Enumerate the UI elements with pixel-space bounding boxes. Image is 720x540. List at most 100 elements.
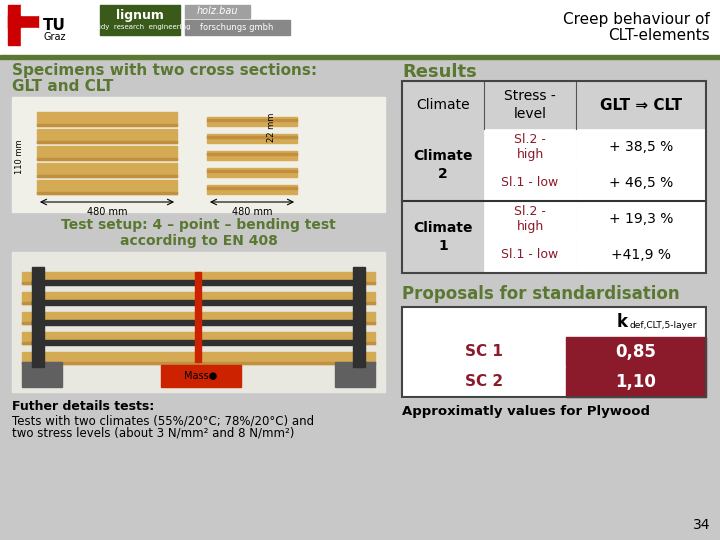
Bar <box>207 151 297 160</box>
Text: forschungs gmbh: forschungs gmbh <box>200 24 274 32</box>
Bar <box>37 112 177 126</box>
Bar <box>335 362 375 387</box>
Bar <box>207 168 297 177</box>
Text: Specimens with two cross sections:: Specimens with two cross sections: <box>12 63 317 78</box>
Bar <box>402 307 566 337</box>
Text: + 38,5 %: + 38,5 % <box>609 140 673 154</box>
Text: Sl.2 -
high: Sl.2 - high <box>514 205 546 233</box>
Text: Creep behaviour of: Creep behaviour of <box>563 12 710 27</box>
Text: Stress -
level: Stress - level <box>504 89 556 120</box>
Bar <box>32 267 44 367</box>
Bar <box>402 367 566 397</box>
Bar <box>37 146 177 160</box>
Bar <box>22 352 375 364</box>
Text: SC 1: SC 1 <box>465 345 503 360</box>
Bar <box>22 292 375 304</box>
Bar <box>402 201 484 237</box>
Bar <box>576 129 706 165</box>
Text: Approximatly values for Plywood: Approximatly values for Plywood <box>402 405 650 418</box>
Text: Climate
1: Climate 1 <box>413 221 473 253</box>
Text: study  research  engineering: study research engineering <box>90 24 190 30</box>
Text: Tests with two climates (55%/20°C; 78%/20°C) and: Tests with two climates (55%/20°C; 78%/2… <box>12 414 314 427</box>
Text: 480 mm: 480 mm <box>86 207 127 217</box>
Bar <box>37 180 177 194</box>
Text: Futher details tests:: Futher details tests: <box>12 400 154 413</box>
Bar <box>207 185 297 194</box>
Text: lignum: lignum <box>116 9 164 22</box>
Bar <box>207 117 297 126</box>
Bar <box>37 175 177 177</box>
Bar <box>37 129 177 143</box>
Text: two stress levels (about 3 N/mm² and 8 N/mm²): two stress levels (about 3 N/mm² and 8 N… <box>12 426 294 439</box>
Bar <box>37 158 177 160</box>
Bar <box>353 267 365 367</box>
Bar <box>22 282 375 284</box>
Bar <box>8 5 21 45</box>
Bar <box>576 201 706 237</box>
Bar <box>402 337 566 367</box>
Bar <box>22 302 375 304</box>
Text: k: k <box>617 313 628 331</box>
Bar <box>32 320 353 325</box>
Bar <box>22 322 375 324</box>
Text: 480 mm: 480 mm <box>232 207 272 217</box>
Bar <box>32 340 353 345</box>
Bar <box>195 272 201 362</box>
Text: Test setup: 4 – point – bending test: Test setup: 4 – point – bending test <box>61 218 336 232</box>
Text: TU: TU <box>43 17 66 32</box>
Bar <box>402 129 484 165</box>
Bar <box>207 119 297 121</box>
Bar <box>566 367 706 397</box>
Text: SC 2: SC 2 <box>465 375 503 389</box>
Bar <box>22 342 375 344</box>
Text: 0,85: 0,85 <box>616 343 657 361</box>
Bar <box>576 237 706 273</box>
Bar <box>402 307 706 397</box>
Bar <box>22 312 375 324</box>
Bar <box>21 28 38 50</box>
Text: 1,10: 1,10 <box>616 373 657 391</box>
Text: CLT-elements: CLT-elements <box>608 28 710 43</box>
Bar <box>37 163 177 177</box>
Text: Results: Results <box>402 63 477 81</box>
Bar <box>12 97 385 212</box>
Bar <box>566 307 706 337</box>
Text: holz.bau: holz.bau <box>197 6 238 16</box>
Text: Sl.1 - low: Sl.1 - low <box>501 248 559 261</box>
Bar <box>22 272 375 284</box>
Text: 110 mm: 110 mm <box>16 140 24 174</box>
Bar <box>207 134 297 143</box>
Bar <box>37 192 177 194</box>
Text: GLT ⇒ CLT: GLT ⇒ CLT <box>600 98 682 112</box>
Text: according to EN 408: according to EN 408 <box>120 234 277 248</box>
Text: Mass●: Mass● <box>184 371 217 381</box>
Bar <box>566 337 706 367</box>
Bar <box>185 20 290 35</box>
Text: def,CLT,5-layer: def,CLT,5-layer <box>630 321 698 329</box>
Text: Sl.1 - low: Sl.1 - low <box>501 177 559 190</box>
Text: 34: 34 <box>693 518 710 532</box>
Bar <box>22 332 375 344</box>
Bar <box>22 362 62 387</box>
Text: Climate: Climate <box>416 98 470 112</box>
Text: + 19,3 %: + 19,3 % <box>609 212 673 226</box>
Bar <box>22 362 375 364</box>
Bar <box>100 5 180 35</box>
Bar <box>37 124 177 126</box>
Bar <box>185 5 250 18</box>
Bar <box>12 252 385 392</box>
Bar <box>0 0 720 55</box>
Bar <box>484 165 576 201</box>
Text: 22 mm: 22 mm <box>268 112 276 141</box>
Text: Sl.2 -
high: Sl.2 - high <box>514 133 546 161</box>
Text: Graz: Graz <box>43 32 66 42</box>
Bar <box>402 81 706 129</box>
Bar <box>402 165 484 201</box>
Bar <box>0 55 720 59</box>
Bar <box>402 81 706 273</box>
Bar <box>32 300 353 305</box>
Text: + 46,5 %: + 46,5 % <box>609 176 673 190</box>
Text: Proposals for standardisation: Proposals for standardisation <box>402 285 680 303</box>
Text: GLT and CLT: GLT and CLT <box>12 79 113 94</box>
Bar <box>484 201 576 237</box>
